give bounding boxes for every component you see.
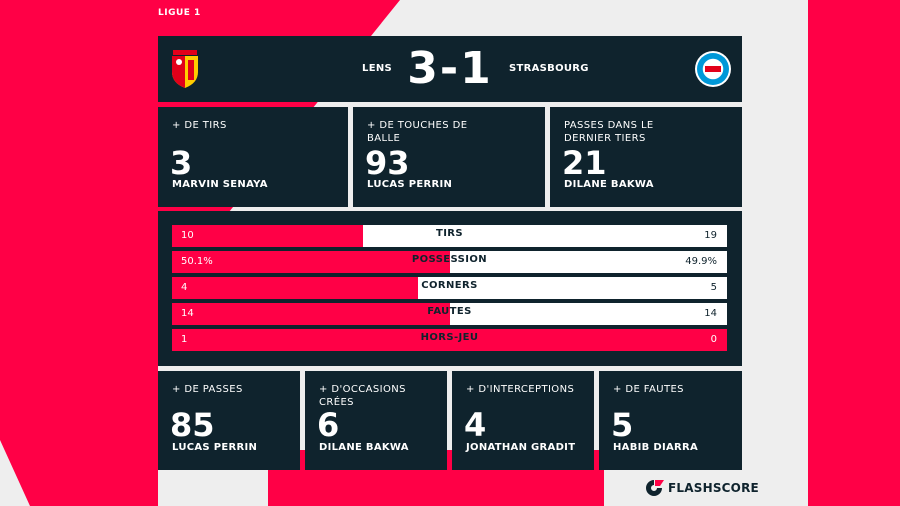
away-stat-value: 5 (710, 282, 717, 293)
home-share-bar (172, 277, 419, 299)
away-stat-value: 49.9% (685, 256, 717, 267)
card-value: 85 (170, 406, 215, 444)
home-stat-value: 50.1% (181, 256, 213, 267)
card-label: + DE FAUTES (613, 384, 684, 395)
bottom-card-fouls: + DE FAUTES 5 HABIB DIARRA (599, 371, 742, 470)
card-label: + DE TIRS (172, 120, 227, 131)
card-label: + DE TOUCHES DE BALLE (367, 120, 468, 144)
home-share-bar (172, 329, 727, 351)
card-player: MARVIN SENAYA (172, 179, 268, 190)
stat-row-offsides: 1 HORS-JEU 0 (172, 329, 727, 351)
card-value: 6 (317, 406, 340, 444)
card-player: JONATHAN GRADIT (466, 442, 576, 453)
top-card-final-third-passes: PASSES DANS LE DERNIER TIERS 21 DILANE B… (550, 107, 742, 207)
card-player: LUCAS PERRIN (367, 179, 453, 190)
home-team-name: LENS (362, 63, 392, 74)
card-player: HABIB DIARRA (613, 442, 699, 453)
card-value: 4 (464, 406, 487, 444)
stat-label: HORS-JEU (420, 332, 479, 343)
card-label: PASSES DANS LE DERNIER TIERS (564, 120, 654, 144)
card-player: DILANE BAKWA (564, 179, 654, 190)
stat-label: POSSESSION (411, 254, 488, 265)
bottom-card-interceptions: + D'INTERCEPTIONS 4 JONATHAN GRADIT (452, 371, 594, 470)
stat-label: FAUTES (427, 306, 472, 317)
card-label: + DE PASSES (172, 384, 243, 395)
home-share-bar (172, 225, 364, 247)
stat-row-possession: 50.1% POSSESSION 49.9% (172, 251, 727, 273)
stat-row-corners: 4 CORNERS 5 (172, 277, 727, 299)
card-value: 3 (170, 144, 193, 182)
card-value: 5 (611, 406, 634, 444)
card-value: 93 (365, 144, 410, 182)
brand-name: FLASHSCORE (668, 481, 759, 495)
card-label: + D'INTERCEPTIONS (466, 384, 575, 395)
stat-row-shots: 10 TIRS 19 (172, 225, 727, 247)
rc-lens-crest-icon (172, 50, 198, 88)
stat-label: TIRS (435, 228, 464, 239)
away-team-name: STRASBOURG (509, 63, 589, 74)
top-card-touches: + DE TOUCHES DE BALLE 93 LUCAS PERRIN (353, 107, 545, 207)
bottom-card-chances: + D'OCCASIONS CRÉES 6 DILANE BAKWA (305, 371, 447, 470)
card-value: 21 (562, 144, 607, 182)
top-card-shots: + DE TIRS 3 MARVIN SENAYA (158, 107, 348, 207)
home-share-bar (172, 251, 451, 273)
bottom-card-passes: + DE PASSES 85 LUCAS PERRIN (158, 371, 300, 470)
away-stat-value: 14 (704, 308, 717, 319)
rc-strasbourg-crest-icon (695, 51, 731, 87)
flashscore-logo-icon (646, 480, 664, 496)
match-score: 3-1 (407, 43, 493, 94)
home-stat-value: 14 (181, 308, 194, 319)
match-header: LENS 3-1 STRASBOURG (158, 36, 742, 102)
away-stat-value: 19 (704, 230, 717, 241)
away-stat-value: 0 (710, 334, 717, 345)
card-player: DILANE BAKWA (319, 442, 409, 453)
home-stat-value: 1 (181, 334, 188, 345)
team-stats-panel: 10 TIRS 19 50.1% POSSESSION 49.9% 4 CORN… (158, 211, 742, 366)
stat-row-fouls: 14 FAUTES 14 (172, 303, 727, 325)
stat-label: CORNERS (421, 280, 478, 291)
home-stat-value: 4 (181, 282, 188, 293)
card-label: + D'OCCASIONS CRÉES (319, 384, 406, 408)
home-share-bar (172, 303, 450, 325)
card-player: LUCAS PERRIN (172, 442, 258, 453)
home-stat-value: 10 (181, 230, 194, 241)
competition-label: LIGUE 1 (158, 8, 201, 18)
